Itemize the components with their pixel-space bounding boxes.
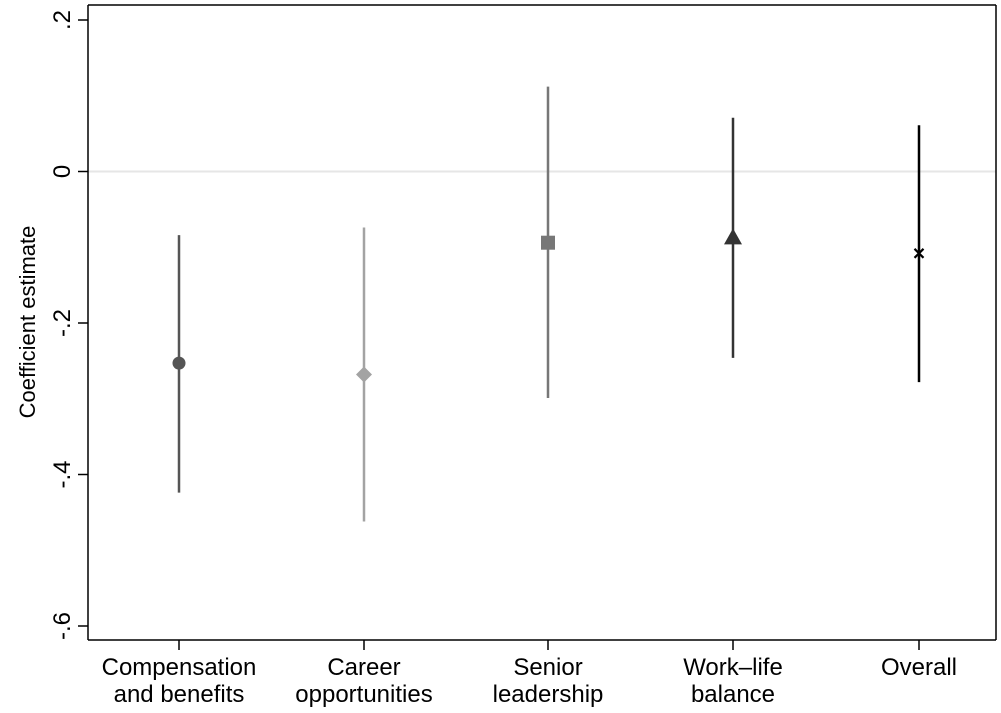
y-tick-label: -.2 xyxy=(49,309,76,337)
y-axis-title: Coefficient estimate xyxy=(15,226,40,419)
plot-marks xyxy=(172,86,925,522)
point-estimate-square-marker xyxy=(541,235,555,250)
x-category-label: Overall xyxy=(881,654,957,681)
x-category-label: opportunities xyxy=(295,681,432,708)
x-category-label: Career xyxy=(327,654,400,681)
y-tick-label: -.4 xyxy=(49,460,76,488)
x-category-label: balance xyxy=(691,681,775,708)
y-tick-label: .2 xyxy=(49,10,76,30)
y-tick-label: 0 xyxy=(49,165,76,178)
point-estimate-x-marker xyxy=(913,248,925,259)
x-category-label: and benefits xyxy=(114,681,245,708)
y-axis-ticks: .2 0 -.2 -.4 -.6 xyxy=(49,10,88,640)
point-estimate-triangle-marker xyxy=(724,228,742,245)
x-category-label: Compensation xyxy=(102,654,257,681)
x-category-label: Work–life xyxy=(683,654,783,681)
x-category-label: Senior xyxy=(513,654,582,681)
point-estimate-circle-marker xyxy=(172,356,186,370)
y-axis-title-group: Coefficient estimate xyxy=(15,226,40,419)
y-tick-label: -.6 xyxy=(49,612,76,640)
point-estimate-diamond-marker xyxy=(356,366,372,383)
x-category-label: leadership xyxy=(493,681,604,708)
